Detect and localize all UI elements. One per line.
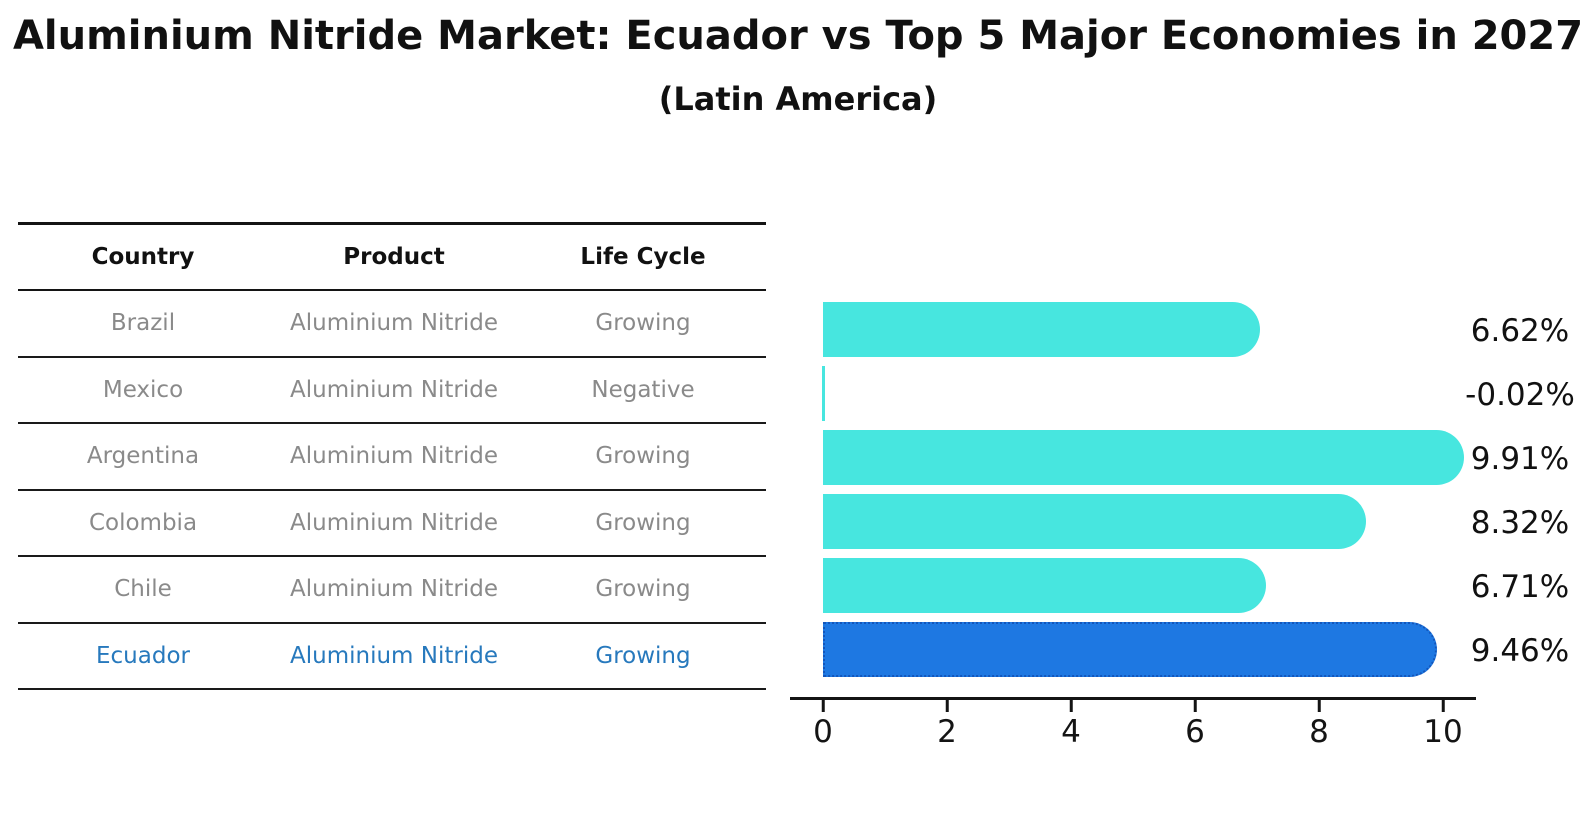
table-row: Chile Aluminium Nitride Growing [18, 557, 766, 624]
chart-subtitle: (Latin America) [658, 80, 938, 118]
x-axis-tick-label: 0 [813, 714, 833, 750]
x-axis-tick-mark [1193, 699, 1197, 712]
value-label: 9.91% [1470, 441, 1570, 477]
table-row: Colombia Aluminium Nitride Growing [18, 491, 766, 557]
table-cell-life-cycle: Growing [595, 509, 691, 536]
bar-brazil [823, 301, 1261, 357]
bar-row [790, 361, 1474, 425]
table-cell-country: Chile [114, 576, 172, 603]
x-axis-tick-mark [1069, 699, 1073, 712]
table-cell-country: Colombia [88, 509, 198, 536]
table-header-product: Product [343, 244, 445, 270]
value-label: -0.02% [1465, 377, 1575, 413]
x-axis-tick-mark [945, 699, 949, 712]
bar-chart [790, 297, 1474, 681]
country-table: Country Product Life Cycle Brazil Alumin… [18, 222, 766, 690]
table-cell-product: Aluminium Nitride [290, 576, 498, 603]
table-row: Mexico Aluminium Nitride Negative [18, 358, 766, 424]
x-axis-tick-label: 10 [1423, 714, 1463, 750]
table-cell-product: Aluminium Nitride [290, 642, 498, 669]
value-label: 6.62% [1470, 313, 1570, 349]
table-cell-product: Aluminium Nitride [290, 376, 498, 403]
x-axis-tick-mark [821, 699, 825, 712]
x-axis-tick-mark [1441, 699, 1445, 712]
bar-colombia [823, 493, 1366, 549]
table-cell-life-cycle: Growing [595, 310, 691, 337]
bar-row [790, 489, 1474, 553]
chart-title: Aluminium Nitride Market: Ecuador vs Top… [12, 13, 1584, 59]
table-cell-life-cycle: Growing [595, 642, 691, 669]
table-row: Brazil Aluminium Nitride Growing [18, 291, 766, 358]
x-axis-tick-label: 6 [1185, 714, 1205, 750]
table-header-row: Country Product Life Cycle [18, 225, 766, 291]
table-cell-product: Aluminium Nitride [290, 310, 498, 337]
table-cell-life-cycle: Growing [595, 576, 691, 603]
table-cell-country: Brazil [110, 310, 176, 337]
bar-ecuador [823, 621, 1437, 677]
x-axis-tick-label: 8 [1309, 714, 1329, 750]
table-cell-life-cycle: Negative [591, 376, 695, 403]
table-row: Argentina Aluminium Nitride Growing [18, 424, 766, 491]
bar-row [790, 617, 1474, 681]
table-cell-life-cycle: Growing [595, 443, 691, 470]
table-body: Brazil Aluminium Nitride Growing Mexico … [18, 291, 766, 690]
x-axis-tick-label: 2 [937, 714, 957, 750]
bar-argentina [823, 429, 1465, 485]
table-header-country: Country [91, 244, 195, 270]
table-cell-product: Aluminium Nitride [290, 443, 498, 470]
table-cell-country: Mexico [102, 376, 184, 403]
table-cell-product: Aluminium Nitride [290, 509, 498, 536]
x-axis-tick-mark [1317, 699, 1321, 712]
value-labels: 6.62% -0.02% 9.91% 8.32% 6.71% 9.46% [1452, 297, 1588, 681]
bar-row [790, 553, 1474, 617]
bar-chile [823, 557, 1267, 613]
table-cell-country: Argentina [86, 443, 200, 470]
table-cell-country: Ecuador [96, 642, 190, 669]
x-axis: 0 2 4 6 8 10 [790, 697, 1476, 750]
bar-row [790, 297, 1474, 361]
bar-row [790, 425, 1474, 489]
value-label: 6.71% [1470, 569, 1570, 605]
table-row: Ecuador Aluminium Nitride Growing [18, 624, 766, 690]
bar-mexico [822, 365, 825, 421]
table-header-life-cycle: Life Cycle [580, 244, 706, 270]
value-label: 9.46% [1470, 633, 1570, 669]
x-axis-tick-label: 4 [1061, 714, 1081, 750]
value-label: 8.32% [1470, 505, 1570, 541]
